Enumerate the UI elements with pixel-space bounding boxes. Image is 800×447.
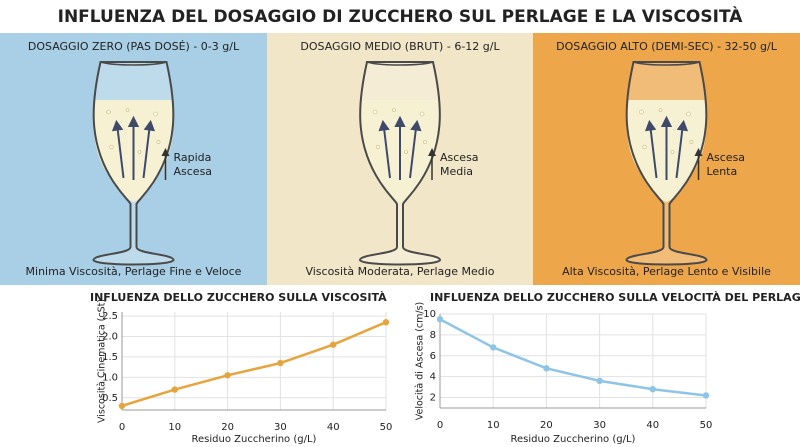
panel-heading: DOSAGGIO ZERO (PAS DOSÉ) - 0-3 g/L [28, 40, 240, 53]
arrow-label: Ascesa [440, 151, 479, 164]
title: INFLUENZA DEL DOSAGGIO DI ZUCCHERO SUL P… [58, 5, 744, 27]
y-tick-label: 4 [430, 372, 436, 383]
point [490, 344, 497, 351]
x-tick-label: 50 [380, 422, 393, 433]
point [382, 319, 390, 326]
point [330, 341, 337, 348]
point [596, 377, 603, 385]
x-tick-label: 20 [540, 420, 553, 431]
panel-caption: Minima Viscosità, Perlage Fine e Veloce [26, 265, 242, 278]
point [171, 386, 178, 393]
x-tick-label: 20 [221, 422, 234, 433]
panel-caption: Alta Viscosità, Perlage Lento e Visibile [562, 265, 771, 278]
arrow-label: Lenta [707, 165, 738, 178]
panel-heading: DOSAGGIO MEDIO (BRUT) - 6-12 g/L [300, 40, 500, 53]
chart-title: INFLUENZA DELLO ZUCCHERO SULLA VISCOSITÀ [90, 291, 387, 304]
x-tick-label: 50 [700, 420, 713, 431]
y-axis-label: Velocità di Ascesa (cm/s) [415, 302, 426, 421]
x-tick-label: 30 [274, 422, 287, 433]
y-tick-label: 2.0 [102, 332, 118, 343]
point [649, 386, 656, 393]
arrow-label: Rapida [174, 151, 212, 164]
y-axis-label: Viscosità Cinematica (cSt) [97, 299, 108, 423]
y-tick-label: 2.5 [102, 311, 118, 322]
arrow-head [694, 148, 703, 156]
arrow-head [428, 148, 436, 156]
chart-title: INFLUENZA DELLO ZUCCHERO SULLA VELOCITÀ … [430, 291, 800, 304]
x-tick-label: 0 [437, 420, 443, 431]
x-axis-label: Residuo Zuccherino (g/L) [511, 434, 636, 445]
point [118, 402, 126, 410]
x-tick-label: 40 [646, 420, 659, 431]
point [436, 316, 444, 323]
arrow-head [161, 148, 170, 156]
y-tick-label: 0.5 [102, 393, 118, 404]
y-tick-label: 1.0 [102, 372, 118, 383]
arrow-label: Ascesa [707, 151, 746, 164]
y-tick-label: 10 [423, 309, 436, 320]
point [224, 372, 231, 379]
x-tick-label: 10 [487, 420, 500, 431]
arrow-label: Ascesa [174, 165, 213, 178]
x-tick-label: 0 [119, 422, 125, 433]
x-tick-label: 40 [327, 422, 340, 433]
y-tick-label: 2 [430, 393, 436, 404]
y-tick-label: 6 [430, 351, 436, 362]
y-tick-label: 8 [430, 330, 436, 341]
x-tick-label: 10 [168, 422, 181, 433]
panel-heading: DOSAGGIO ALTO (DEMI-SEC) - 32-50 g/L [556, 40, 778, 53]
point [277, 359, 284, 367]
line [121, 321, 387, 408]
point [543, 365, 550, 372]
y-tick-label: 1.5 [102, 352, 118, 363]
point [702, 392, 710, 399]
arrow-label: Media [440, 165, 473, 178]
panel-caption: Viscosità Moderata, Perlage Medio [305, 265, 494, 278]
line [439, 318, 707, 397]
x-tick-label: 30 [593, 420, 606, 431]
x-axis-label: Residuo Zuccherino (g/L) [192, 434, 317, 445]
